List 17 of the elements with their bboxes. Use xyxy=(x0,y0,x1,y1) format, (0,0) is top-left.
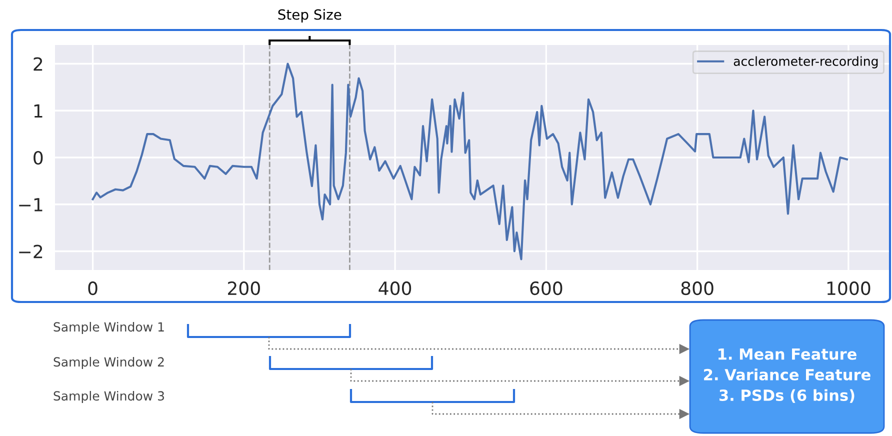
text: Sample Window 1 xyxy=(54,322,164,334)
text: 1. Mean Feature 2. Variance Feature 3. PSDs (6 bins) xyxy=(704,348,870,403)
y-tick-label: −1 xyxy=(19,198,42,212)
y-tick-label: 1 xyxy=(34,104,42,118)
x-tick-label: 0 xyxy=(88,281,98,296)
y-tick-label: −2 xyxy=(19,244,42,258)
x-tick-label: 400 xyxy=(378,281,412,296)
text: Sample Window 2 xyxy=(54,356,164,370)
y-tick-label: 2 xyxy=(34,57,42,71)
x-tick-label: 1000 xyxy=(827,281,870,296)
x-tick-label: 800 xyxy=(681,281,714,296)
legend-label: acclerometer-recording xyxy=(734,56,878,68)
text: Step Size xyxy=(278,9,342,22)
x-tick-label: 200 xyxy=(228,281,260,296)
x-tick-label: 600 xyxy=(530,281,562,296)
text: Sample Window 3 xyxy=(54,390,164,404)
y-tick-label: 0 xyxy=(34,150,43,165)
